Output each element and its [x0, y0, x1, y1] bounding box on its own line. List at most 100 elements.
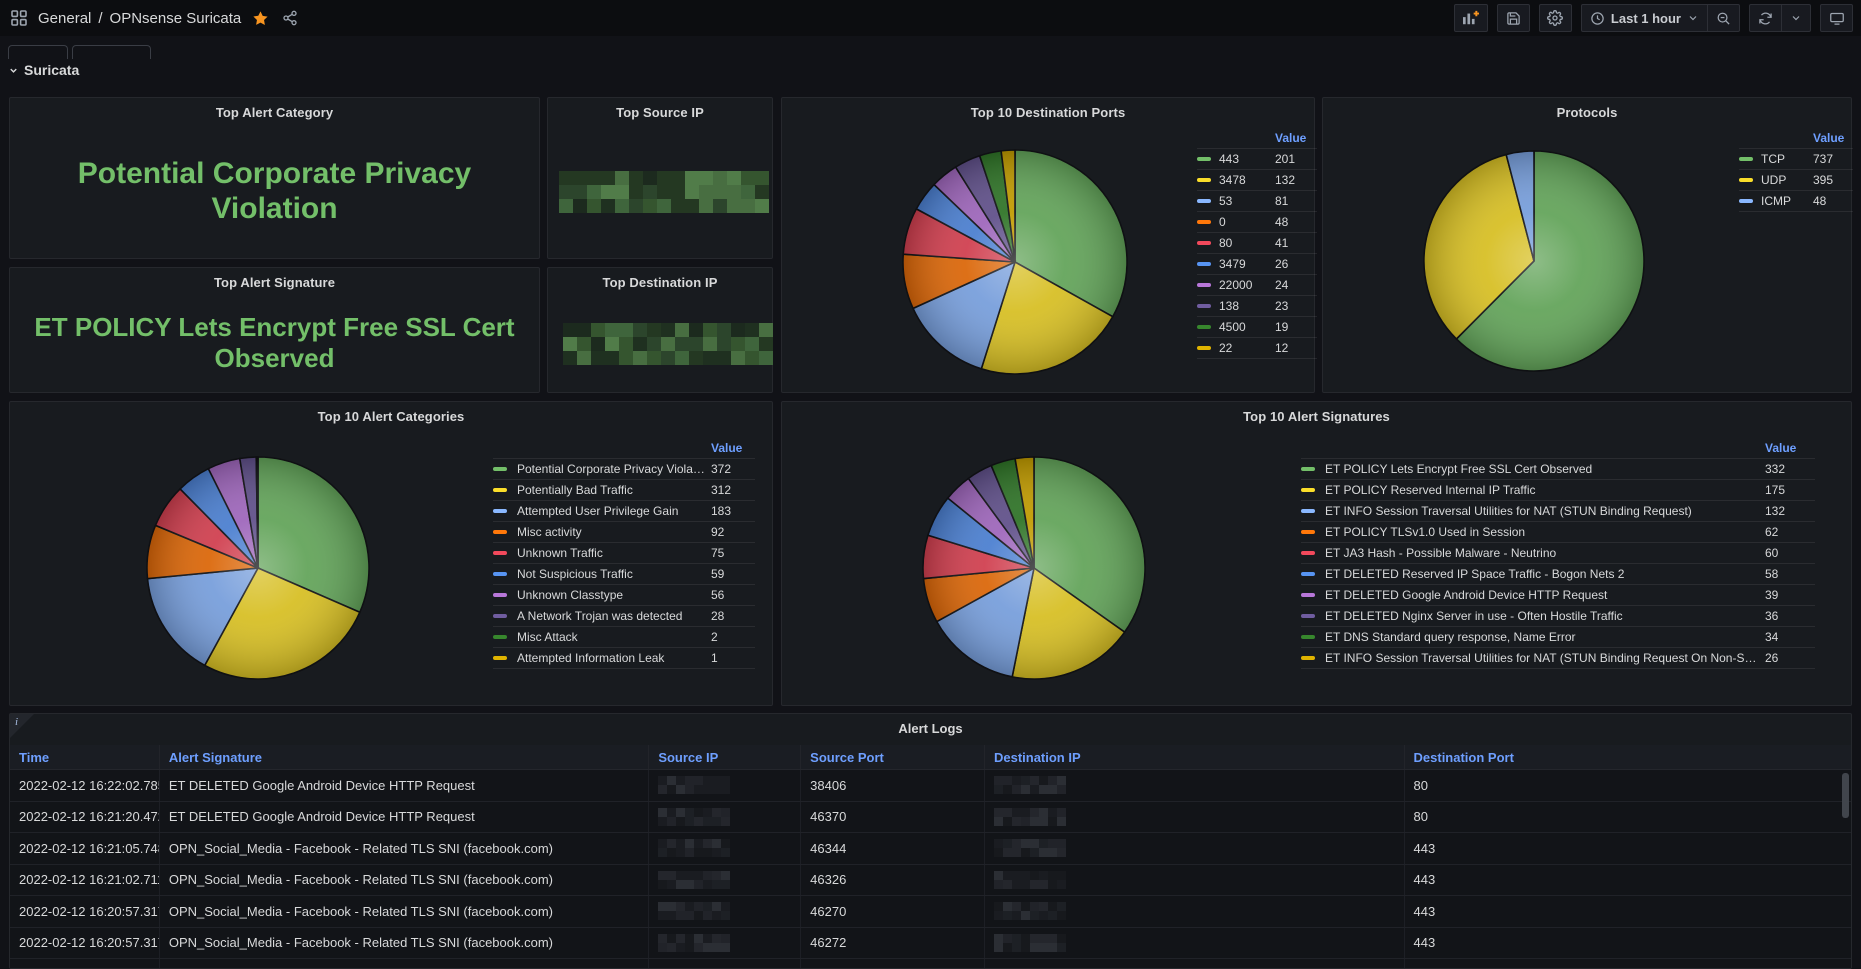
legend-row[interactable]: Potential Corporate Privacy Violation 372 — [493, 459, 755, 480]
apps-grid-icon[interactable] — [8, 7, 30, 29]
legend-swatch — [493, 635, 507, 639]
legend-header-row: Value — [1301, 438, 1815, 459]
legend-row[interactable]: ET POLICY Lets Encrypt Free SSL Cert Obs… — [1301, 459, 1815, 480]
column-header-signature[interactable]: Alert Signature — [160, 745, 650, 769]
clock-icon — [1591, 11, 1604, 25]
redacted-value — [559, 171, 769, 213]
legend-row[interactable]: ET POLICY TLSv1.0 Used in Session 62 — [1301, 522, 1815, 543]
legend-row[interactable]: ET DELETED Google Android Device HTTP Re… — [1301, 585, 1815, 606]
cell-empty — [10, 959, 160, 968]
table-scrollbar[interactable] — [1842, 773, 1849, 818]
legend-row[interactable]: Attempted Information Leak 1 — [493, 648, 755, 669]
legend-row[interactable]: ET INFO Session Traversal Utilities for … — [1301, 648, 1815, 669]
legend-label: 3478 — [1219, 173, 1246, 187]
legend-value: 332 — [1765, 462, 1786, 476]
legend-value: 75 — [711, 546, 725, 560]
legend-row[interactable]: ICMP 48 — [1739, 191, 1853, 212]
refresh-button[interactable] — [1750, 5, 1781, 31]
cell-source-port: 46344 — [801, 833, 985, 864]
cell-source-ip — [649, 896, 802, 927]
zoom-out-icon — [1717, 12, 1730, 25]
legend-value-header: Value — [711, 441, 743, 455]
cell-destination-ip — [985, 833, 1405, 864]
legend-label: ET POLICY Lets Encrypt Free SSL Cert Obs… — [1325, 462, 1593, 476]
legend-swatch — [1197, 325, 1211, 329]
legend-row[interactable]: ET DELETED Nginx Server in use - Often H… — [1301, 606, 1815, 627]
legend-row[interactable]: A Network Trojan was detected 28 — [493, 606, 755, 627]
column-header-destination-port[interactable]: Destination Port — [1413, 749, 1514, 765]
breadcrumb-dashboard-title[interactable]: OPNsense Suricata — [109, 9, 242, 27]
add-panel-button[interactable] — [1453, 4, 1488, 32]
redacted-ip — [658, 870, 731, 889]
legend-value: 28 — [711, 609, 725, 623]
legend-label: 22000 — [1219, 278, 1253, 292]
column-header-time[interactable]: Time — [10, 745, 160, 769]
legend-row[interactable]: 80 41 — [1197, 233, 1317, 254]
legend-row[interactable]: ET DELETED Reserved IP Space Traffic - B… — [1301, 564, 1815, 585]
legend-row[interactable]: Unknown Classtype 56 — [493, 585, 755, 606]
legend-row[interactable]: 53 81 — [1197, 191, 1317, 212]
panel-info-corner[interactable] — [10, 714, 34, 738]
column-header-source-port[interactable]: Source Port — [801, 745, 985, 769]
redacted-ip — [658, 839, 731, 858]
legend-row[interactable]: 3479 26 — [1197, 254, 1317, 275]
legend-row[interactable]: Misc Attack 2 — [493, 627, 755, 648]
legend-row[interactable]: 138 23 — [1197, 296, 1317, 317]
dashboard-settings-button[interactable] — [1538, 4, 1572, 32]
template-variable-redacted[interactable] — [72, 45, 151, 59]
legend-row[interactable]: 22 12 — [1197, 338, 1317, 359]
legend-label: ICMP — [1761, 194, 1791, 208]
favorite-star-icon[interactable] — [249, 7, 271, 29]
legend-header-row: Value — [1197, 128, 1317, 149]
dashboard-row-suricata[interactable]: Suricata — [8, 62, 79, 78]
cell-signature: ET DELETED Google Android Device HTTP Re… — [160, 801, 650, 832]
legend-row[interactable]: 443 201 — [1197, 149, 1317, 170]
legend-row[interactable]: Misc activity 92 — [493, 522, 755, 543]
legend-swatch — [1301, 467, 1315, 471]
breadcrumb-folder[interactable]: General — [38, 9, 92, 27]
panel-top-alert-category: Top Alert Category Potential Corporate P… — [9, 97, 540, 259]
legend-value: 175 — [1765, 483, 1786, 497]
legend-row[interactable]: Not Suspicious Traffic 59 — [493, 564, 755, 585]
template-variable-redacted[interactable] — [8, 45, 68, 59]
legend-value: 48 — [1813, 194, 1827, 208]
legend-row[interactable]: UDP 395 — [1739, 170, 1853, 191]
legend-label: ET POLICY TLSv1.0 Used in Session — [1325, 525, 1526, 539]
refresh-interval-button[interactable] — [1782, 5, 1810, 31]
column-header-destination-ip[interactable]: Destination IP — [985, 745, 1405, 769]
cell-time: 2022-02-12 16:21:02.711 — [10, 864, 160, 895]
time-range-button[interactable]: Last 1 hour — [1582, 5, 1707, 31]
legend-swatch — [493, 572, 507, 576]
legend-row[interactable]: 0 48 — [1197, 212, 1317, 233]
cycle-view-button[interactable] — [1820, 4, 1853, 32]
panel-alert-logs: i Alert Logs Time Alert Signature Source I… — [9, 713, 1852, 969]
legend-row[interactable]: ET POLICY Reserved Internal IP Traffic 17… — [1301, 480, 1815, 501]
legend-value: 59 — [711, 567, 725, 581]
legend-row[interactable]: 22000 24 — [1197, 275, 1317, 296]
pie-slice[interactable] — [256, 456, 259, 569]
legend-value: 24 — [1275, 278, 1289, 292]
legend-label: A Network Trojan was detected — [517, 609, 683, 623]
legend-row[interactable]: ET DNS Standard query response, Name Err… — [1301, 627, 1815, 648]
legend-row[interactable]: 4500 19 — [1197, 317, 1317, 338]
legend-row[interactable]: ET JA3 Hash - Possible Malware - Neutrin… — [1301, 543, 1815, 564]
cell-destination-port: 443 — [1413, 840, 1436, 856]
top-navbar: General / OPNsense Suricata — [0, 0, 1861, 36]
save-dashboard-button[interactable] — [1496, 4, 1530, 32]
legend-label: Attempted User Privilege Gain — [517, 504, 679, 518]
zoom-out-button[interactable] — [1708, 5, 1739, 31]
redacted-ip — [993, 902, 1066, 921]
legend-value-header: Value — [1765, 441, 1797, 455]
breadcrumb-separator: / — [98, 9, 103, 27]
legend-row[interactable]: Attempted User Privilege Gain 183 — [493, 501, 755, 522]
cell-source-port: 46270 — [801, 896, 985, 927]
column-header-source-ip[interactable]: Source IP — [649, 745, 802, 769]
legend-row[interactable]: Potentially Bad Traffic 312 — [493, 480, 755, 501]
legend-row[interactable]: TCP 737 — [1739, 149, 1853, 170]
legend-row[interactable]: ET INFO Session Traversal Utilities for … — [1301, 501, 1815, 522]
legend-row[interactable]: 3478 132 — [1197, 170, 1317, 191]
panel-title: Top 10 Alert Signatures — [1243, 409, 1390, 424]
legend-row[interactable]: Unknown Traffic 75 — [493, 543, 755, 564]
share-icon[interactable] — [279, 7, 301, 29]
cell-empty — [1405, 959, 1851, 968]
